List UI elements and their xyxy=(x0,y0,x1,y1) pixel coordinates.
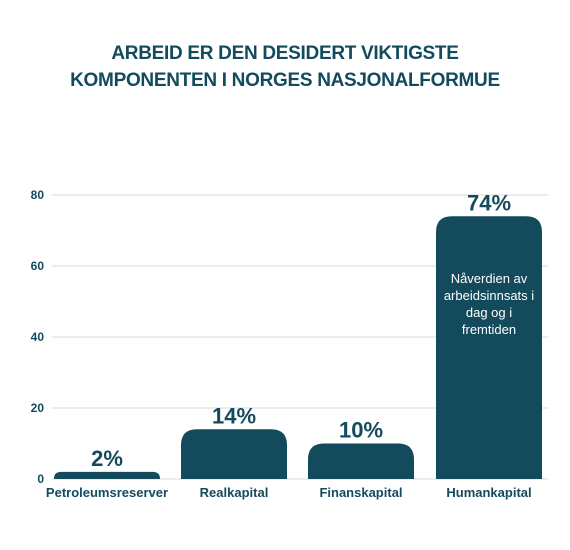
data-label-realkapital: 14% xyxy=(212,403,256,428)
chart-title-line-1: ARBEID ER DEN DESIDERT VIKTIGSTE xyxy=(111,43,459,64)
bar-annotation-line-4: fremtiden xyxy=(461,322,517,338)
x-axis: Petroleumsreserver Realkapital Finanskapit… xyxy=(46,485,532,500)
y-tick-label: 0 xyxy=(37,472,44,486)
y-axis: 0 20 40 60 80 xyxy=(31,188,45,486)
y-tick-label: 20 xyxy=(31,401,45,415)
data-label-humankapital: 74% xyxy=(467,190,511,215)
y-tick-label: 60 xyxy=(31,259,45,273)
chart-title: ARBEID ER DEN DESIDERT VIKTIGSTE KOMPONE… xyxy=(0,40,570,94)
bar-annotation: Nåverdien av arbeidsinnsats i dag og i f… xyxy=(436,270,542,338)
bar-annotation-line-1: Nåverdien av xyxy=(450,271,528,287)
chart-title-line-2: KOMPONENTEN I NORGES NASJONALFORMUE xyxy=(70,70,500,91)
x-tick-label-petroleumsreserver: Petroleumsreserver xyxy=(46,485,168,500)
bar-annotation-line-3: dag og i xyxy=(465,305,513,321)
bar-realkapital xyxy=(181,429,287,479)
x-tick-label-realkapital: Realkapital xyxy=(200,485,269,500)
y-tick-label: 80 xyxy=(31,188,45,202)
x-tick-label-humankapital: Humankapital xyxy=(446,485,531,500)
x-tick-label-finanskapital: Finanskapital xyxy=(319,485,402,500)
bar-annotation-line-2: arbeidsinnsats i xyxy=(443,288,535,304)
data-label-petroleumsreserver: 2% xyxy=(91,446,123,471)
bar-humankapital xyxy=(436,216,542,480)
data-labels: 2% 14% 10% 74% xyxy=(91,190,511,471)
y-tick-label: 40 xyxy=(31,330,45,344)
bar-petroleumsreserver xyxy=(54,471,160,479)
data-label-finanskapital: 10% xyxy=(339,418,383,443)
bar-finanskapital xyxy=(308,443,414,479)
bars xyxy=(54,216,542,480)
